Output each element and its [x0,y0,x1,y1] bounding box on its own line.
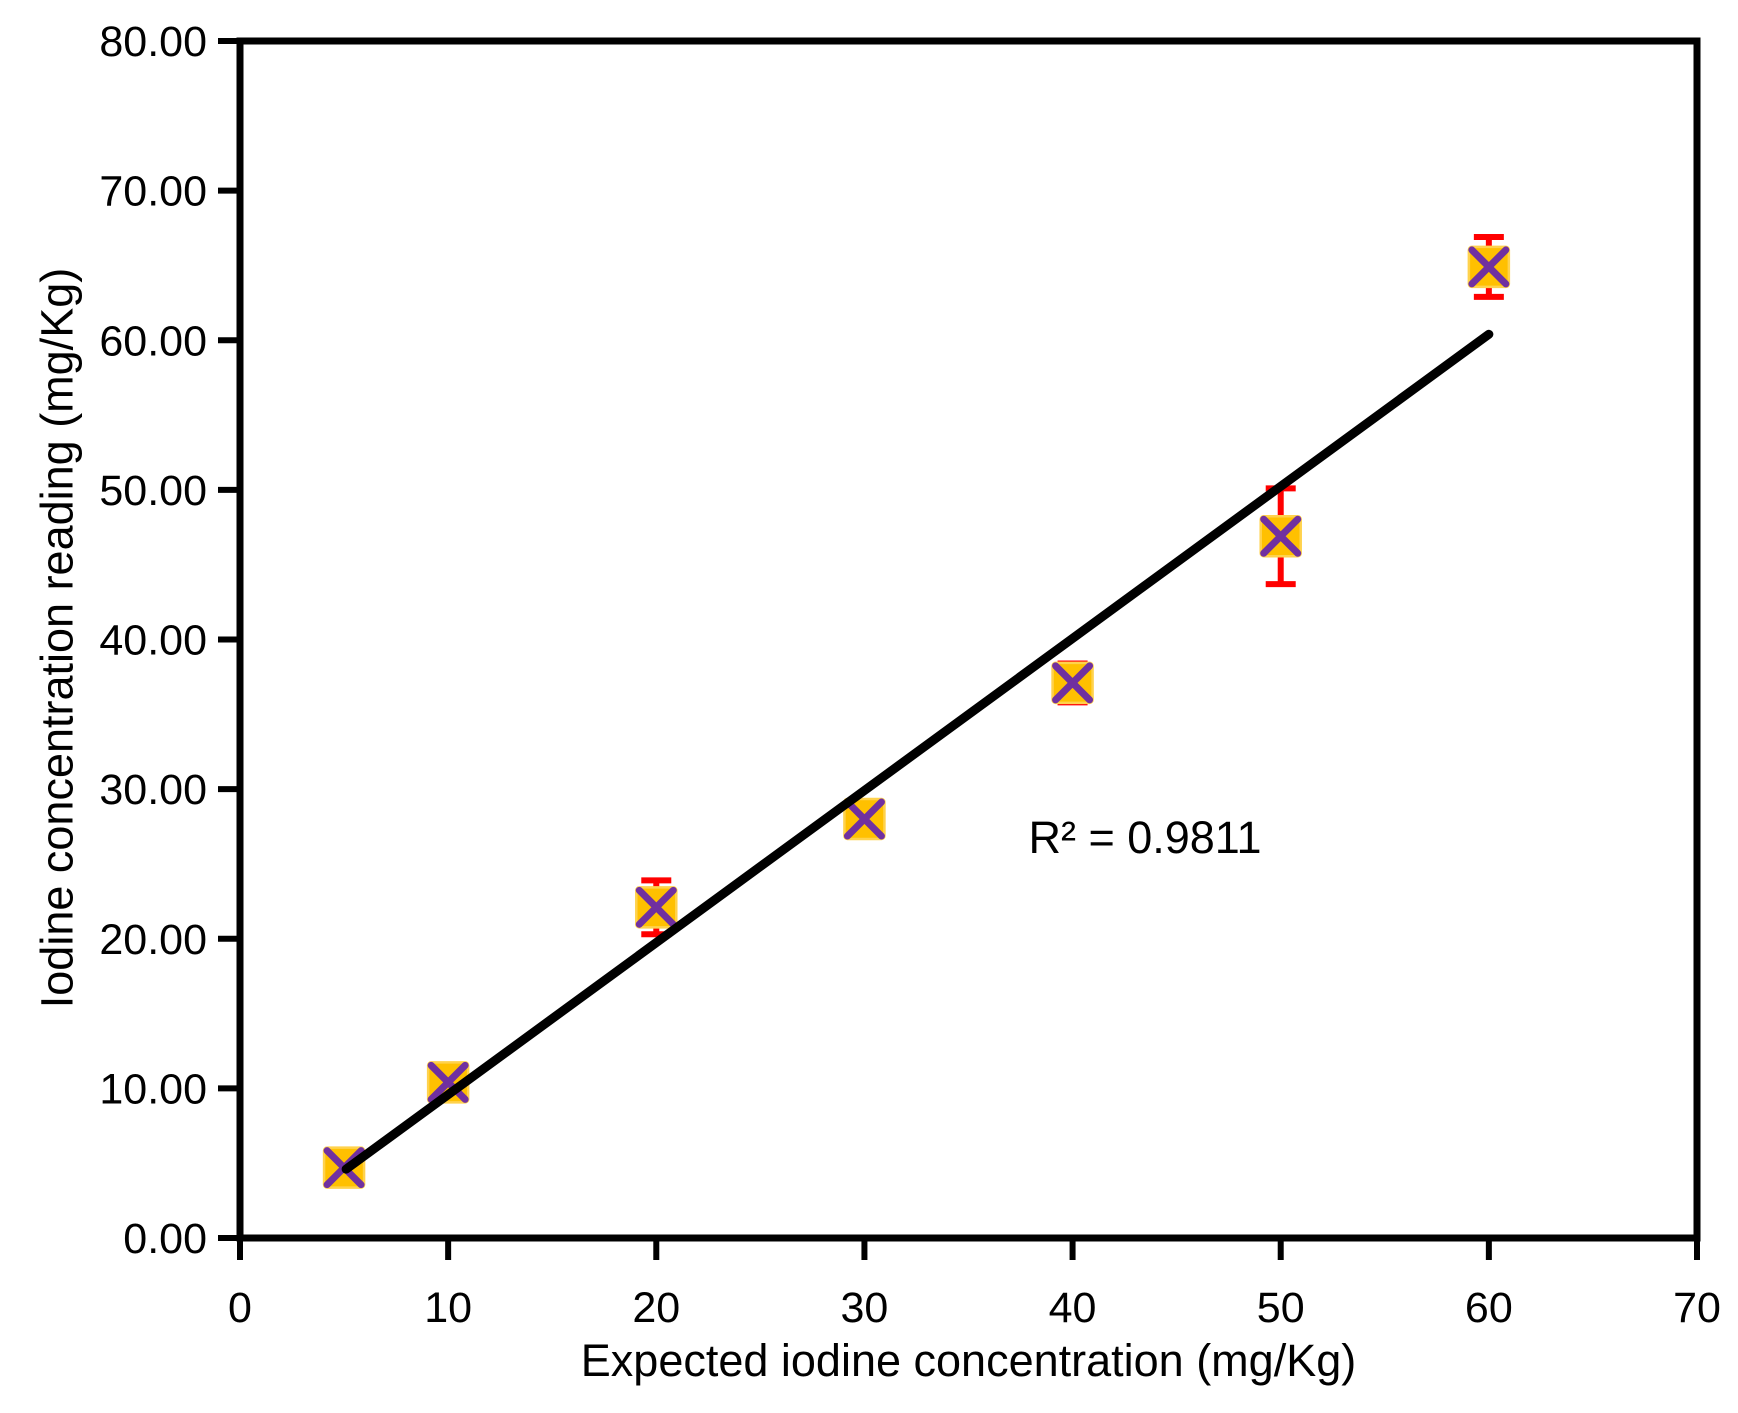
plot-border [236,37,1701,1242]
y-tick-label: 40.00 [99,617,207,665]
marker-x-stroke [843,798,885,840]
y-tick-label: 80.00 [99,18,207,66]
x-tick-label: 70 [1673,1284,1721,1332]
y-tick-label: 60.00 [99,317,207,365]
x-tick-label: 0 [228,1284,252,1332]
y-tick-label: 10.00 [99,1065,207,1113]
marker-x-stroke [1052,662,1094,704]
x-tick-label: 40 [1049,1284,1097,1332]
x-tick-label: 30 [841,1284,889,1332]
x-tick-label: 10 [424,1284,472,1332]
y-tick-label: 30.00 [99,766,207,814]
x-tick-label: 50 [1257,1284,1305,1332]
r-squared-annotation: R² = 0.9811 [1028,812,1262,863]
y-tick-label: 0.00 [123,1215,207,1263]
x-axis-title: Expected iodine concentration (mg/Kg) [580,1335,1357,1386]
marker-x-stroke [635,886,677,928]
x-tick-label: 60 [1465,1284,1513,1332]
y-tick-label: 20.00 [99,916,207,964]
y-tick-label: 50.00 [99,467,207,515]
y-tick-label: 70.00 [99,168,207,216]
marker-x-stroke [427,1061,469,1103]
trend-line [341,329,1494,1174]
x-tick-label: 20 [632,1284,680,1332]
marker-x-stroke [1468,246,1510,288]
y-axis-title: Iodine concentration reading (mg/Kg) [31,267,83,1009]
marker-x-stroke [1260,515,1302,557]
